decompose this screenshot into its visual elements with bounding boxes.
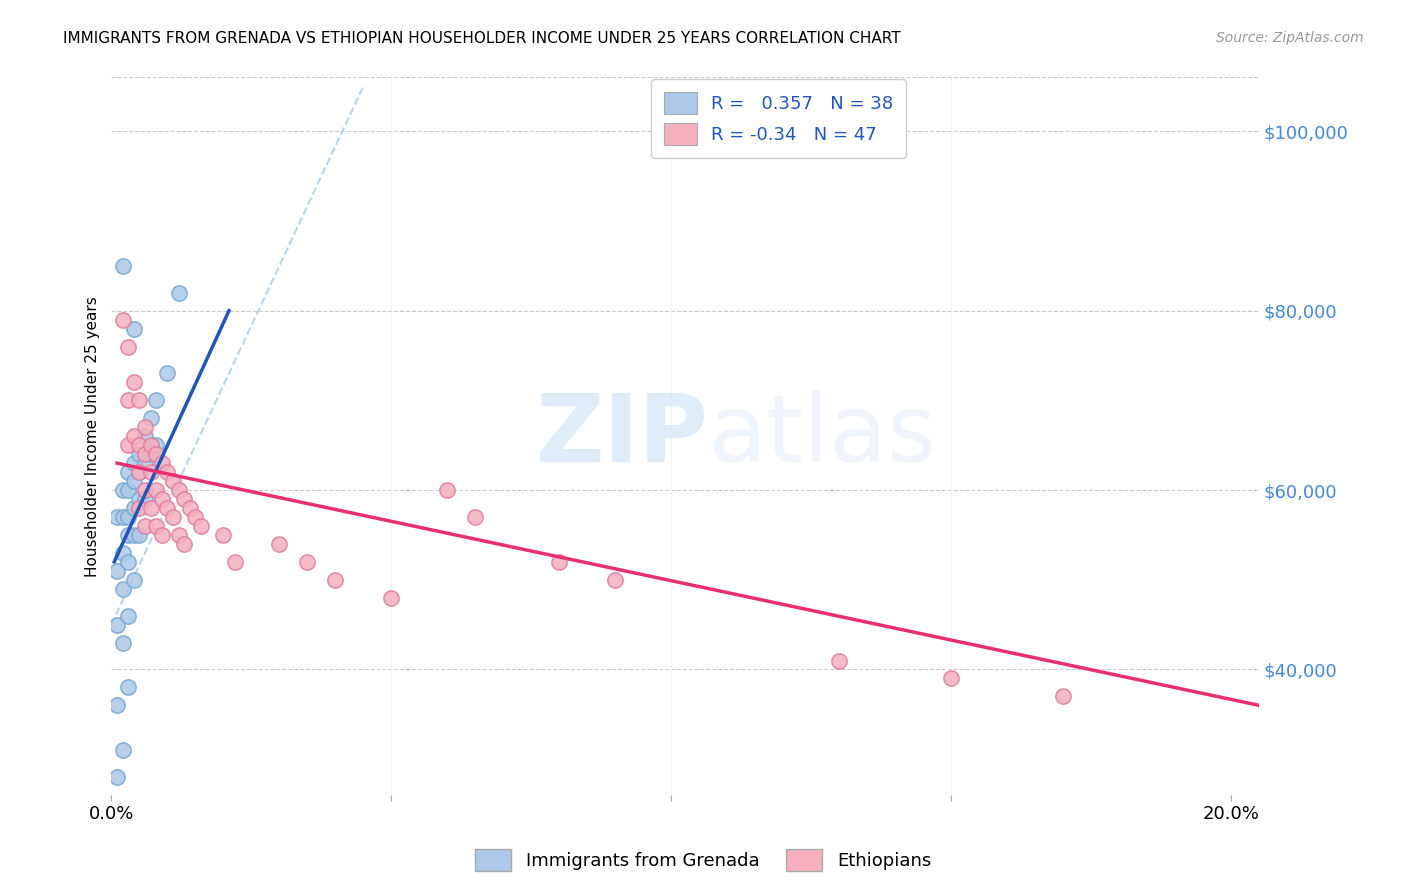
Point	[117, 483, 139, 497]
Point	[297, 555, 319, 569]
Point	[145, 393, 167, 408]
Point	[605, 573, 627, 587]
Point	[145, 519, 167, 533]
Point	[128, 465, 150, 479]
Point	[105, 698, 128, 713]
Point	[134, 483, 156, 497]
Point	[167, 285, 190, 300]
Point	[111, 582, 134, 596]
Point	[128, 447, 150, 461]
Point	[190, 519, 212, 533]
Point	[941, 672, 963, 686]
Point	[128, 528, 150, 542]
Point	[117, 438, 139, 452]
Text: ZIP: ZIP	[536, 391, 709, 483]
Point	[173, 537, 195, 551]
Point	[156, 367, 179, 381]
Point	[269, 537, 291, 551]
Point	[117, 465, 139, 479]
Point	[117, 340, 139, 354]
Point	[139, 465, 162, 479]
Point	[105, 510, 128, 524]
Point	[128, 491, 150, 506]
Point	[134, 447, 156, 461]
Point	[162, 510, 184, 524]
Point	[105, 770, 128, 784]
Point	[134, 519, 156, 533]
Point	[111, 743, 134, 757]
Point	[128, 438, 150, 452]
Point	[184, 510, 207, 524]
Point	[111, 312, 134, 326]
Point	[117, 528, 139, 542]
Point	[828, 653, 851, 667]
Point	[139, 447, 162, 461]
Point	[111, 510, 134, 524]
Text: Source: ZipAtlas.com: Source: ZipAtlas.com	[1216, 31, 1364, 45]
Text: IMMIGRANTS FROM GRENADA VS ETHIOPIAN HOUSEHOLDER INCOME UNDER 25 YEARS CORRELATI: IMMIGRANTS FROM GRENADA VS ETHIOPIAN HOU…	[63, 31, 901, 46]
Point	[134, 429, 156, 443]
Text: atlas: atlas	[709, 391, 936, 483]
Point	[464, 510, 486, 524]
Point	[162, 474, 184, 488]
Point	[173, 491, 195, 506]
Y-axis label: Householder Income Under 25 years: Householder Income Under 25 years	[86, 296, 100, 576]
Point	[122, 429, 145, 443]
Point	[122, 501, 145, 516]
Legend: R =   0.357   N = 38, R = -0.34   N = 47: R = 0.357 N = 38, R = -0.34 N = 47	[651, 79, 905, 158]
Point	[122, 528, 145, 542]
Point	[117, 510, 139, 524]
Point	[117, 393, 139, 408]
Point	[156, 501, 179, 516]
Point	[167, 483, 190, 497]
Point	[111, 546, 134, 560]
Point	[122, 456, 145, 470]
Point	[150, 528, 173, 542]
Point	[325, 573, 347, 587]
Point	[167, 528, 190, 542]
Point	[134, 491, 156, 506]
Legend: Immigrants from Grenada, Ethiopians: Immigrants from Grenada, Ethiopians	[468, 842, 938, 879]
Point	[134, 420, 156, 434]
Point	[145, 438, 167, 452]
Point	[111, 635, 134, 649]
Point	[111, 483, 134, 497]
Point	[134, 456, 156, 470]
Point	[179, 501, 201, 516]
Point	[139, 501, 162, 516]
Point	[212, 528, 235, 542]
Point	[139, 438, 162, 452]
Point	[150, 456, 173, 470]
Point	[128, 393, 150, 408]
Point	[145, 447, 167, 461]
Point	[111, 259, 134, 273]
Point	[380, 591, 402, 605]
Point	[122, 474, 145, 488]
Point	[117, 681, 139, 695]
Point	[128, 465, 150, 479]
Point	[150, 491, 173, 506]
Point	[117, 608, 139, 623]
Point	[117, 555, 139, 569]
Point	[436, 483, 458, 497]
Point	[105, 564, 128, 578]
Point	[139, 411, 162, 425]
Point	[122, 321, 145, 335]
Point	[156, 465, 179, 479]
Point	[122, 376, 145, 390]
Point	[1052, 690, 1074, 704]
Point	[145, 483, 167, 497]
Point	[224, 555, 246, 569]
Point	[548, 555, 571, 569]
Point	[105, 617, 128, 632]
Point	[122, 573, 145, 587]
Point	[128, 501, 150, 516]
